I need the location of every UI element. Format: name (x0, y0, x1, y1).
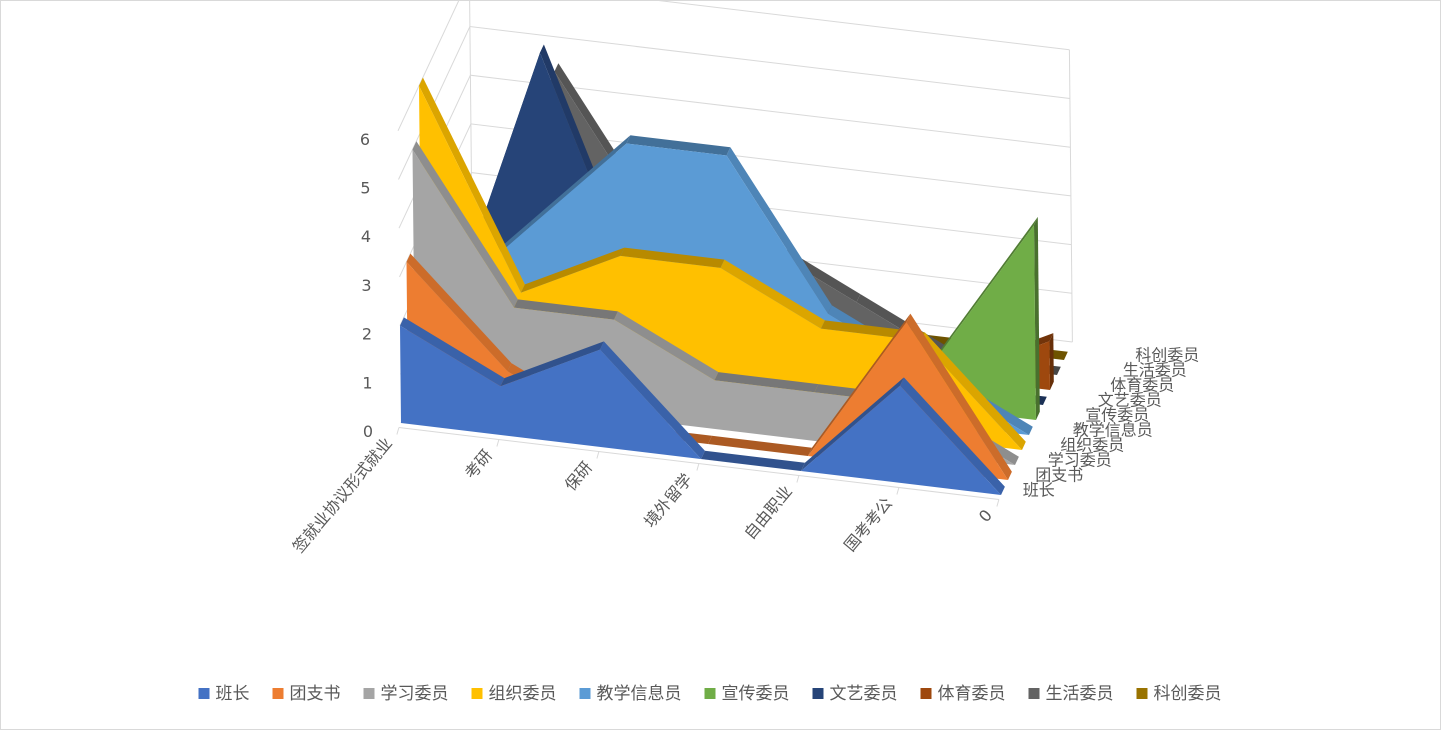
legend-item-4: 组织委员 (471, 684, 557, 704)
depth-tick-label: 组织委员 (1060, 435, 1124, 454)
x-tick-mark (896, 487, 900, 495)
x-tick-mark (396, 427, 400, 435)
y-tick-label: 3 (361, 276, 371, 295)
x-tick-mark (596, 451, 600, 459)
x-tick-label: 0 (975, 506, 996, 526)
series-3-top-2 (614, 311, 719, 381)
y-tick-label: 6 (360, 130, 370, 149)
legend-label: 班长 (216, 684, 250, 704)
legend-swatch (198, 688, 210, 699)
series-1-top-2 (600, 341, 705, 459)
legend-swatch (1136, 688, 1148, 699)
depth-tick-label: 班长 (1023, 480, 1055, 499)
y-tick-label: 4 (361, 227, 371, 246)
x-tick-label: 考研 (461, 446, 496, 483)
gridline-6 (397, 1, 1070, 132)
legend-item-9: 生活委员 (1028, 684, 1114, 704)
legend-item-3: 学习委员 (363, 684, 449, 704)
legend-swatch (1028, 688, 1040, 699)
legend-label: 宣传委员 (722, 684, 790, 704)
series-4-top-3 (720, 259, 825, 329)
depth-tick-label: 科创委员 (1135, 345, 1199, 364)
y-tick-label: 5 (360, 179, 370, 198)
legend-item-1: 班长 (198, 684, 250, 704)
legend-label: 组织委员 (489, 684, 557, 704)
x-tick-label: 自由职业 (740, 482, 796, 543)
series-2-top-5 (906, 313, 1012, 480)
x-tick-label: 国考考公 (840, 494, 896, 555)
series-5-top-2 (626, 135, 731, 156)
legend-swatch (471, 688, 483, 699)
series-6-end-cap (1034, 216, 1040, 420)
legend-label: 团支书 (290, 684, 341, 704)
series-1-top-4 (801, 377, 904, 471)
legend-label: 科创委员 (1154, 684, 1222, 704)
series-3-top-1 (514, 299, 618, 320)
series-4-top-2 (620, 247, 725, 268)
legend-item-7: 文艺委员 (812, 684, 898, 704)
series-1-top-1 (500, 341, 604, 387)
depth-tick-label: 教学信息员 (1073, 420, 1153, 439)
series-5-top-1 (527, 135, 631, 229)
depth-tick-label: 体育委员 (1110, 375, 1174, 394)
depth-tick-label: 生活委员 (1123, 360, 1187, 379)
legend-label: 体育委员 (938, 684, 1006, 704)
legend-swatch (704, 688, 716, 699)
series-4-top-5 (921, 332, 1026, 450)
x-tick-label: 境外留学 (640, 470, 696, 531)
series-1-face (400, 325, 1001, 495)
legend-item-8: 体育委员 (920, 684, 1006, 704)
series-4-top-1 (521, 247, 625, 293)
legend-swatch (272, 688, 284, 699)
y-tick-label: 2 (362, 325, 372, 344)
legend-swatch (812, 688, 824, 699)
series-3-top-3 (714, 372, 819, 393)
series-2-top-4 (808, 313, 911, 456)
legend-swatch (579, 688, 591, 699)
series-4-top-0 (419, 77, 525, 293)
legend-swatch (363, 688, 375, 699)
depth-tick-label: 团支书 (1035, 465, 1083, 484)
legend-item-10: 科创委员 (1136, 684, 1222, 704)
series-6-top-5 (935, 216, 1038, 360)
series-2-top-0 (406, 253, 512, 372)
depth-tick-label: 文艺委员 (1098, 390, 1162, 409)
series-5-top-3 (726, 147, 832, 314)
x-tick-mark (496, 439, 500, 447)
series-1 (400, 317, 1005, 495)
wall-right-edge (1068, 49, 1073, 343)
series-2-top-3 (708, 435, 812, 456)
x-tick-mark (696, 463, 700, 471)
legend-label: 生活委员 (1046, 684, 1114, 704)
x-tick-mark (796, 475, 800, 483)
x-tick-mark (996, 499, 1000, 507)
x-tick-label: 签就业协议形式就业 (289, 434, 396, 557)
series-1-top-3 (701, 450, 805, 471)
depth-tick-label: 学习委员 (1048, 450, 1112, 469)
legend-label: 学习委员 (381, 684, 449, 704)
legend-label: 教学信息员 (597, 684, 682, 704)
depth-tick-label: 宣传委员 (1085, 405, 1149, 424)
y-tick-label: 0 (363, 422, 373, 441)
legend-item-6: 宣传委员 (704, 684, 790, 704)
series-8-end-cap (1049, 333, 1054, 390)
series-3-top-0 (412, 141, 518, 308)
legend-label: 文艺委员 (830, 684, 898, 704)
series-1-top-0 (400, 317, 505, 387)
legend-swatch (920, 688, 932, 699)
legend-item-5: 教学信息员 (579, 684, 682, 704)
x-tick-label: 保研 (561, 458, 596, 495)
y-tick-label: 1 (362, 373, 372, 392)
legend: 班长 团支书 学习委员 组织委员 教学信息员 宣传委员 文艺委员 体育委员 生活委员 科创委员 (198, 684, 1222, 704)
series-1-top-5 (900, 377, 1005, 495)
legend-item-2: 团支书 (272, 684, 341, 704)
series-layer (400, 44, 1068, 495)
